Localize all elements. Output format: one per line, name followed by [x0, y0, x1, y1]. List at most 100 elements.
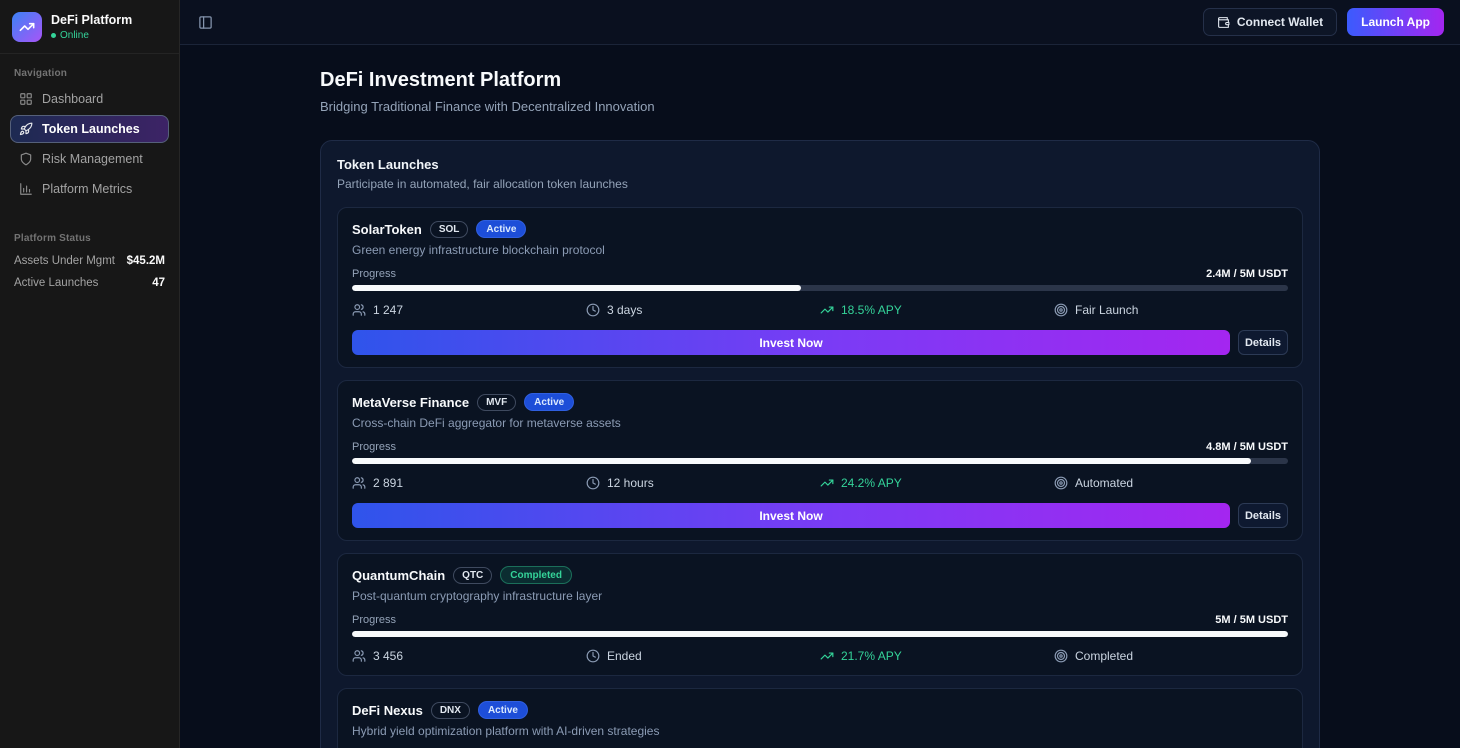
- users-icon: [352, 303, 366, 317]
- progress-bar: [352, 631, 1288, 637]
- nav-section-label: Navigation: [14, 68, 68, 79]
- details-button[interactable]: Details: [1238, 503, 1288, 528]
- launch-description: Green energy infrastructure blockchain p…: [352, 243, 605, 257]
- online-status: Online: [51, 30, 132, 41]
- sidebar-item-token-launches[interactable]: Token Launches: [10, 115, 169, 143]
- token-symbol-badge: DNX: [430, 701, 470, 719]
- launch-card: DeFi Nexus DNX Active Hybrid yield optim…: [337, 688, 1303, 748]
- launch-name: SolarToken: [352, 221, 422, 237]
- trending-up-icon: [820, 303, 834, 317]
- time-left-stat: 12 hours: [586, 476, 820, 490]
- time-left-stat: Ended: [586, 649, 820, 663]
- launch-actions: Invest Now Details: [352, 503, 1288, 528]
- users-icon: [352, 649, 366, 663]
- launch-actions: Invest Now Details: [352, 330, 1288, 355]
- launch-card: QuantumChain QTC Completed Post-quantum …: [337, 553, 1303, 676]
- page-subtitle: Bridging Traditional Finance with Decent…: [320, 99, 655, 114]
- clock-icon: [586, 303, 600, 317]
- connect-wallet-button[interactable]: Connect Wallet: [1202, 8, 1338, 36]
- platform-status-section: Platform Status Assets Under Mgmt $45.2M…: [0, 219, 179, 298]
- launch-description: Hybrid yield optimization platform with …: [352, 724, 660, 738]
- status-badge: Active: [477, 701, 528, 719]
- progress-fill: [352, 458, 1251, 464]
- launch-name: MetaVerse Finance: [352, 394, 470, 410]
- launch-name: QuantumChain: [352, 567, 446, 583]
- launch-type-stat: Fair Launch: [1054, 303, 1288, 317]
- status-badge: Active: [524, 393, 575, 411]
- launch-app-button[interactable]: Launch App: [1347, 8, 1444, 36]
- launch-type-stat: Completed: [1054, 649, 1288, 663]
- progress-value: 4.8M / 5M USDT: [1206, 441, 1288, 453]
- section-title: Token Launches: [337, 157, 439, 172]
- sidebar-item-label: Platform Metrics: [42, 182, 133, 196]
- details-button[interactable]: Details: [1238, 330, 1288, 355]
- sidebar-item-label: Risk Management: [42, 152, 143, 166]
- platform-status-label: Platform Status: [14, 233, 91, 244]
- participants-stat: 1 247: [352, 303, 586, 317]
- status-badge: Active: [476, 220, 527, 238]
- status-badge: Completed: [500, 566, 572, 584]
- shield-icon: [19, 152, 33, 166]
- main-column: Connect Wallet Launch App DeFi Investmen…: [180, 0, 1460, 748]
- status-row-aum: Assets Under Mgmt $45.2M: [14, 255, 165, 267]
- launch-name: DeFi Nexus: [352, 702, 423, 718]
- active-launches-value: 47: [152, 277, 165, 289]
- section-subtitle: Participate in automated, fair allocatio…: [337, 177, 628, 191]
- clock-icon: [586, 476, 600, 490]
- token-symbol-badge: QTC: [453, 566, 493, 584]
- participants-stat: 3 456: [352, 649, 586, 663]
- token-symbol-badge: SOL: [429, 220, 469, 238]
- invest-now-button[interactable]: Invest Now: [352, 330, 1230, 355]
- users-icon: [352, 476, 366, 490]
- progress-label: Progress: [352, 441, 397, 453]
- trending-up-icon: [820, 649, 834, 663]
- participants-stat: 2 891: [352, 476, 586, 490]
- progress-fill: [352, 285, 802, 291]
- target-icon: [1054, 303, 1068, 317]
- progress-value: 2.4M / 5M USDT: [1206, 268, 1288, 280]
- main-content: DeFi Investment Platform Bridging Tradit…: [180, 45, 1460, 748]
- topbar: Connect Wallet Launch App: [180, 0, 1460, 45]
- apy-stat: 24.2% APY: [820, 476, 1054, 490]
- brand-name: DeFi Platform: [51, 12, 133, 27]
- time-left-stat: 3 days: [586, 303, 820, 317]
- aum-value: $45.2M: [126, 255, 165, 267]
- progress-label: Progress: [352, 268, 397, 280]
- brand: DeFi Platform Online: [0, 0, 179, 54]
- progress-label: Progress: [352, 614, 397, 626]
- clock-icon: [586, 649, 600, 663]
- rocket-icon: [19, 122, 33, 136]
- sidebar-item-dashboard[interactable]: Dashboard: [10, 85, 169, 113]
- panel-left-icon: [198, 15, 213, 30]
- progress-fill: [352, 631, 1288, 637]
- online-dot-icon: [51, 33, 56, 39]
- launch-description: Cross-chain DeFi aggregator for metavers…: [352, 416, 621, 430]
- progress-bar: [352, 458, 1288, 464]
- sidebar: DeFi Platform Online Navigation Dashboar…: [0, 0, 180, 748]
- nav-section: Navigation Dashboard Token Launches Risk…: [0, 54, 179, 209]
- token-launches-section: Token Launches Participate in automated,…: [320, 140, 1320, 748]
- bar-chart-icon: [19, 182, 33, 196]
- apy-stat: 21.7% APY: [820, 649, 1054, 663]
- page-title: DeFi Investment Platform: [320, 69, 562, 91]
- wallet-icon: [1217, 16, 1230, 29]
- target-icon: [1054, 649, 1068, 663]
- launch-list: SolarToken SOL Active Green energy infra…: [337, 207, 1303, 748]
- apy-stat: 18.5% APY: [820, 303, 1054, 317]
- trending-up-icon: [820, 476, 834, 490]
- progress-value: 5M / 5M USDT: [1215, 614, 1288, 626]
- launch-description: Post-quantum cryptography infrastructure…: [352, 589, 603, 603]
- sidebar-item-label: Dashboard: [42, 92, 104, 106]
- sidebar-item-platform-metrics[interactable]: Platform Metrics: [10, 175, 169, 203]
- sidebar-toggle-button[interactable]: [196, 13, 215, 32]
- launch-card: SolarToken SOL Active Green energy infra…: [337, 207, 1303, 368]
- progress-bar: [352, 285, 1288, 291]
- status-row-active-launches: Active Launches 47: [14, 277, 165, 289]
- launch-card: MetaVerse Finance MVF Active Cross-chain…: [337, 380, 1303, 541]
- dashboard-grid-icon: [19, 92, 33, 106]
- launch-type-stat: Automated: [1054, 476, 1288, 490]
- token-symbol-badge: MVF: [477, 393, 517, 411]
- sidebar-item-risk-management[interactable]: Risk Management: [10, 145, 169, 173]
- target-icon: [1054, 476, 1068, 490]
- invest-now-button[interactable]: Invest Now: [352, 503, 1230, 528]
